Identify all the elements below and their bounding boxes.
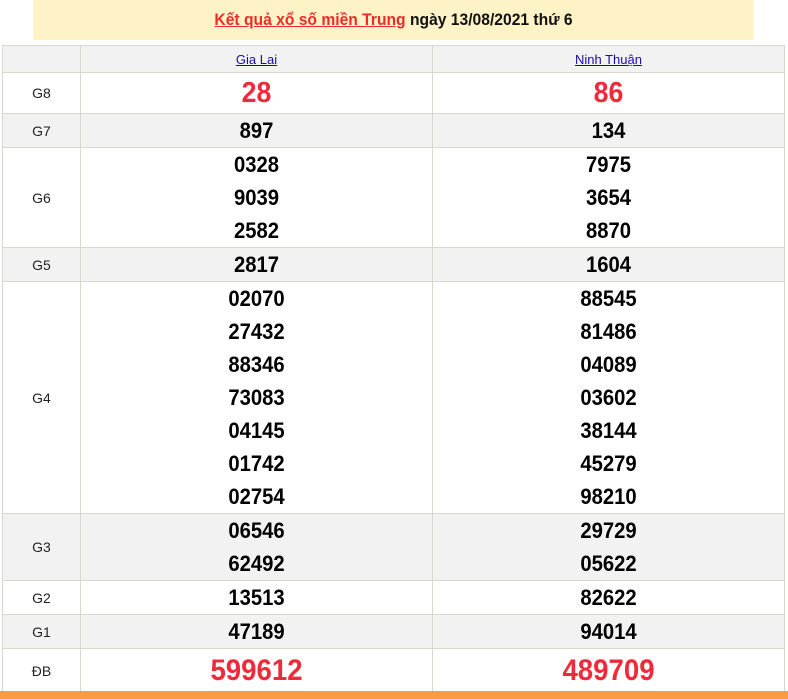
prize-cell: 489709 [432, 648, 785, 693]
prize-number: 94014 [580, 619, 637, 644]
prize-row: ĐB 599612 489709 [2, 648, 785, 693]
prize-cell: 29729 05622 [432, 513, 785, 581]
prize-number: 45279 [580, 451, 637, 476]
prize-number: 02754 [228, 484, 285, 509]
footer-bar [0, 691, 788, 699]
prize-cell: 86 [432, 72, 785, 114]
prize-number: 7975 [585, 152, 632, 177]
prize-label: G5 [2, 247, 81, 282]
prize-number: 82622 [580, 585, 637, 610]
prize-cell: 94014 [432, 614, 785, 649]
prize-number: 03602 [580, 385, 637, 410]
prize-row: G4 02070 27432 88346 73083 04145 01742 02754 885… [2, 281, 785, 514]
prize-label: G6 [2, 147, 81, 248]
prize-cell: 134 [432, 113, 785, 148]
prize-number: 62492 [228, 551, 285, 576]
results-table: Gia Lai Ninh Thuận G8 28 86 G7 897 134 G6 0328 9… [2, 45, 785, 693]
prize-number: 38144 [580, 418, 637, 443]
prize-number: 05622 [580, 551, 637, 576]
title-date: ngày 13/08/2021 thứ 6 [405, 10, 573, 29]
prize-number: 0328 [233, 152, 280, 177]
prize-number: 8870 [585, 218, 632, 243]
prize-number: 2817 [233, 252, 280, 277]
prize-label: G4 [2, 281, 81, 514]
corner-cell [2, 45, 81, 73]
prize-cell: 0328 9039 2582 [80, 147, 433, 248]
prize-cell: 06546 62492 [80, 513, 433, 581]
prize-row: G8 28 86 [2, 72, 785, 114]
prize-label: G7 [2, 113, 81, 148]
prize-number: 9039 [233, 185, 280, 210]
province-header: Gia Lai [80, 45, 433, 73]
prize-number: 04089 [580, 352, 637, 377]
title-link[interactable]: Kết quả xổ số miền Trung [214, 10, 406, 29]
prize-number: 86 [593, 77, 624, 109]
prize-number: 1604 [585, 252, 632, 277]
prize-label: G1 [2, 614, 81, 649]
prize-number: 88545 [580, 286, 637, 311]
prize-cell: 599612 [80, 648, 433, 693]
province-link-ninh-thuan[interactable]: Ninh Thuận [575, 51, 642, 67]
prize-number: 27432 [228, 319, 285, 344]
prize-number: 489709 [562, 654, 655, 687]
prize-label: ĐB [2, 648, 81, 693]
prize-row: G1 47189 94014 [2, 614, 785, 649]
prize-row: G2 13513 82622 [2, 580, 785, 615]
prize-cell: 7975 3654 8870 [432, 147, 785, 248]
prize-number: 28 [241, 77, 272, 109]
prize-cell: 897 [80, 113, 433, 148]
prize-row: G6 0328 9039 2582 7975 3654 8870 [2, 147, 785, 248]
prize-number: 04145 [228, 418, 285, 443]
province-header: Ninh Thuận [432, 45, 785, 73]
prize-row: G7 897 134 [2, 113, 785, 148]
prize-cell: 28 [80, 72, 433, 114]
prize-number: 3654 [585, 185, 632, 210]
prize-cell: 13513 [80, 580, 433, 615]
prize-number: 81486 [580, 319, 637, 344]
province-link-gia-lai[interactable]: Gia Lai [235, 51, 278, 67]
prize-number: 134 [591, 118, 626, 143]
header-row: Gia Lai Ninh Thuận [2, 45, 785, 73]
prize-row: G5 2817 1604 [2, 247, 785, 282]
prize-cell: 47189 [80, 614, 433, 649]
prize-number: 47189 [228, 619, 285, 644]
prize-cell: 02070 27432 88346 73083 04145 01742 02754 [80, 281, 433, 514]
prize-cell: 2817 [80, 247, 433, 282]
prize-number: 02070 [228, 286, 285, 311]
prize-row: G3 06546 62492 29729 05622 [2, 513, 785, 581]
prize-label: G3 [2, 513, 81, 581]
prize-number: 88346 [228, 352, 285, 377]
prize-number: 599612 [210, 654, 303, 687]
page-title: Kết quả xổ số miền Trung ngày 13/08/2021… [33, 0, 754, 40]
prize-label: G8 [2, 72, 81, 114]
prize-number: 98210 [580, 484, 637, 509]
prize-cell: 88545 81486 04089 03602 38144 45279 98210 [432, 281, 785, 514]
prize-cell: 1604 [432, 247, 785, 282]
prize-number: 2582 [233, 218, 280, 243]
prize-number: 29729 [580, 518, 637, 543]
prize-label: G2 [2, 580, 81, 615]
prize-cell: 82622 [432, 580, 785, 615]
prize-number: 897 [239, 118, 274, 143]
prize-number: 73083 [228, 385, 285, 410]
prize-number: 01742 [228, 451, 285, 476]
prize-number: 13513 [228, 585, 285, 610]
prize-number: 06546 [228, 518, 285, 543]
